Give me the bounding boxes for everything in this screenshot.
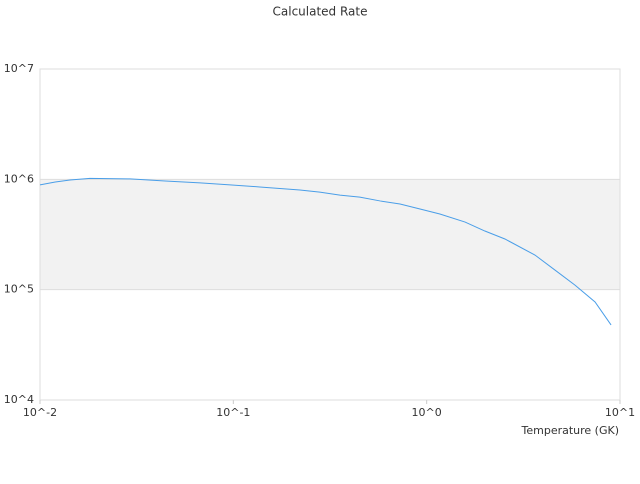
line-series	[39, 177, 612, 326]
y-tick-label: 10^4	[4, 393, 34, 406]
y-tick-label: 10^5	[4, 283, 34, 296]
x-tick-label: 10^-1	[216, 406, 250, 419]
chart-title: Calculated Rate	[273, 5, 368, 19]
x-tick-label: 10^1	[605, 406, 635, 419]
x-tick-label: 10^-2	[23, 406, 57, 419]
grid-band	[40, 179, 620, 290]
x-tick-label: 10^0	[412, 406, 442, 419]
y-tick-label: 10^6	[4, 172, 34, 185]
x-axis-label: Temperature (GK)	[521, 424, 620, 437]
y-tick-label: 10^7	[4, 62, 34, 75]
